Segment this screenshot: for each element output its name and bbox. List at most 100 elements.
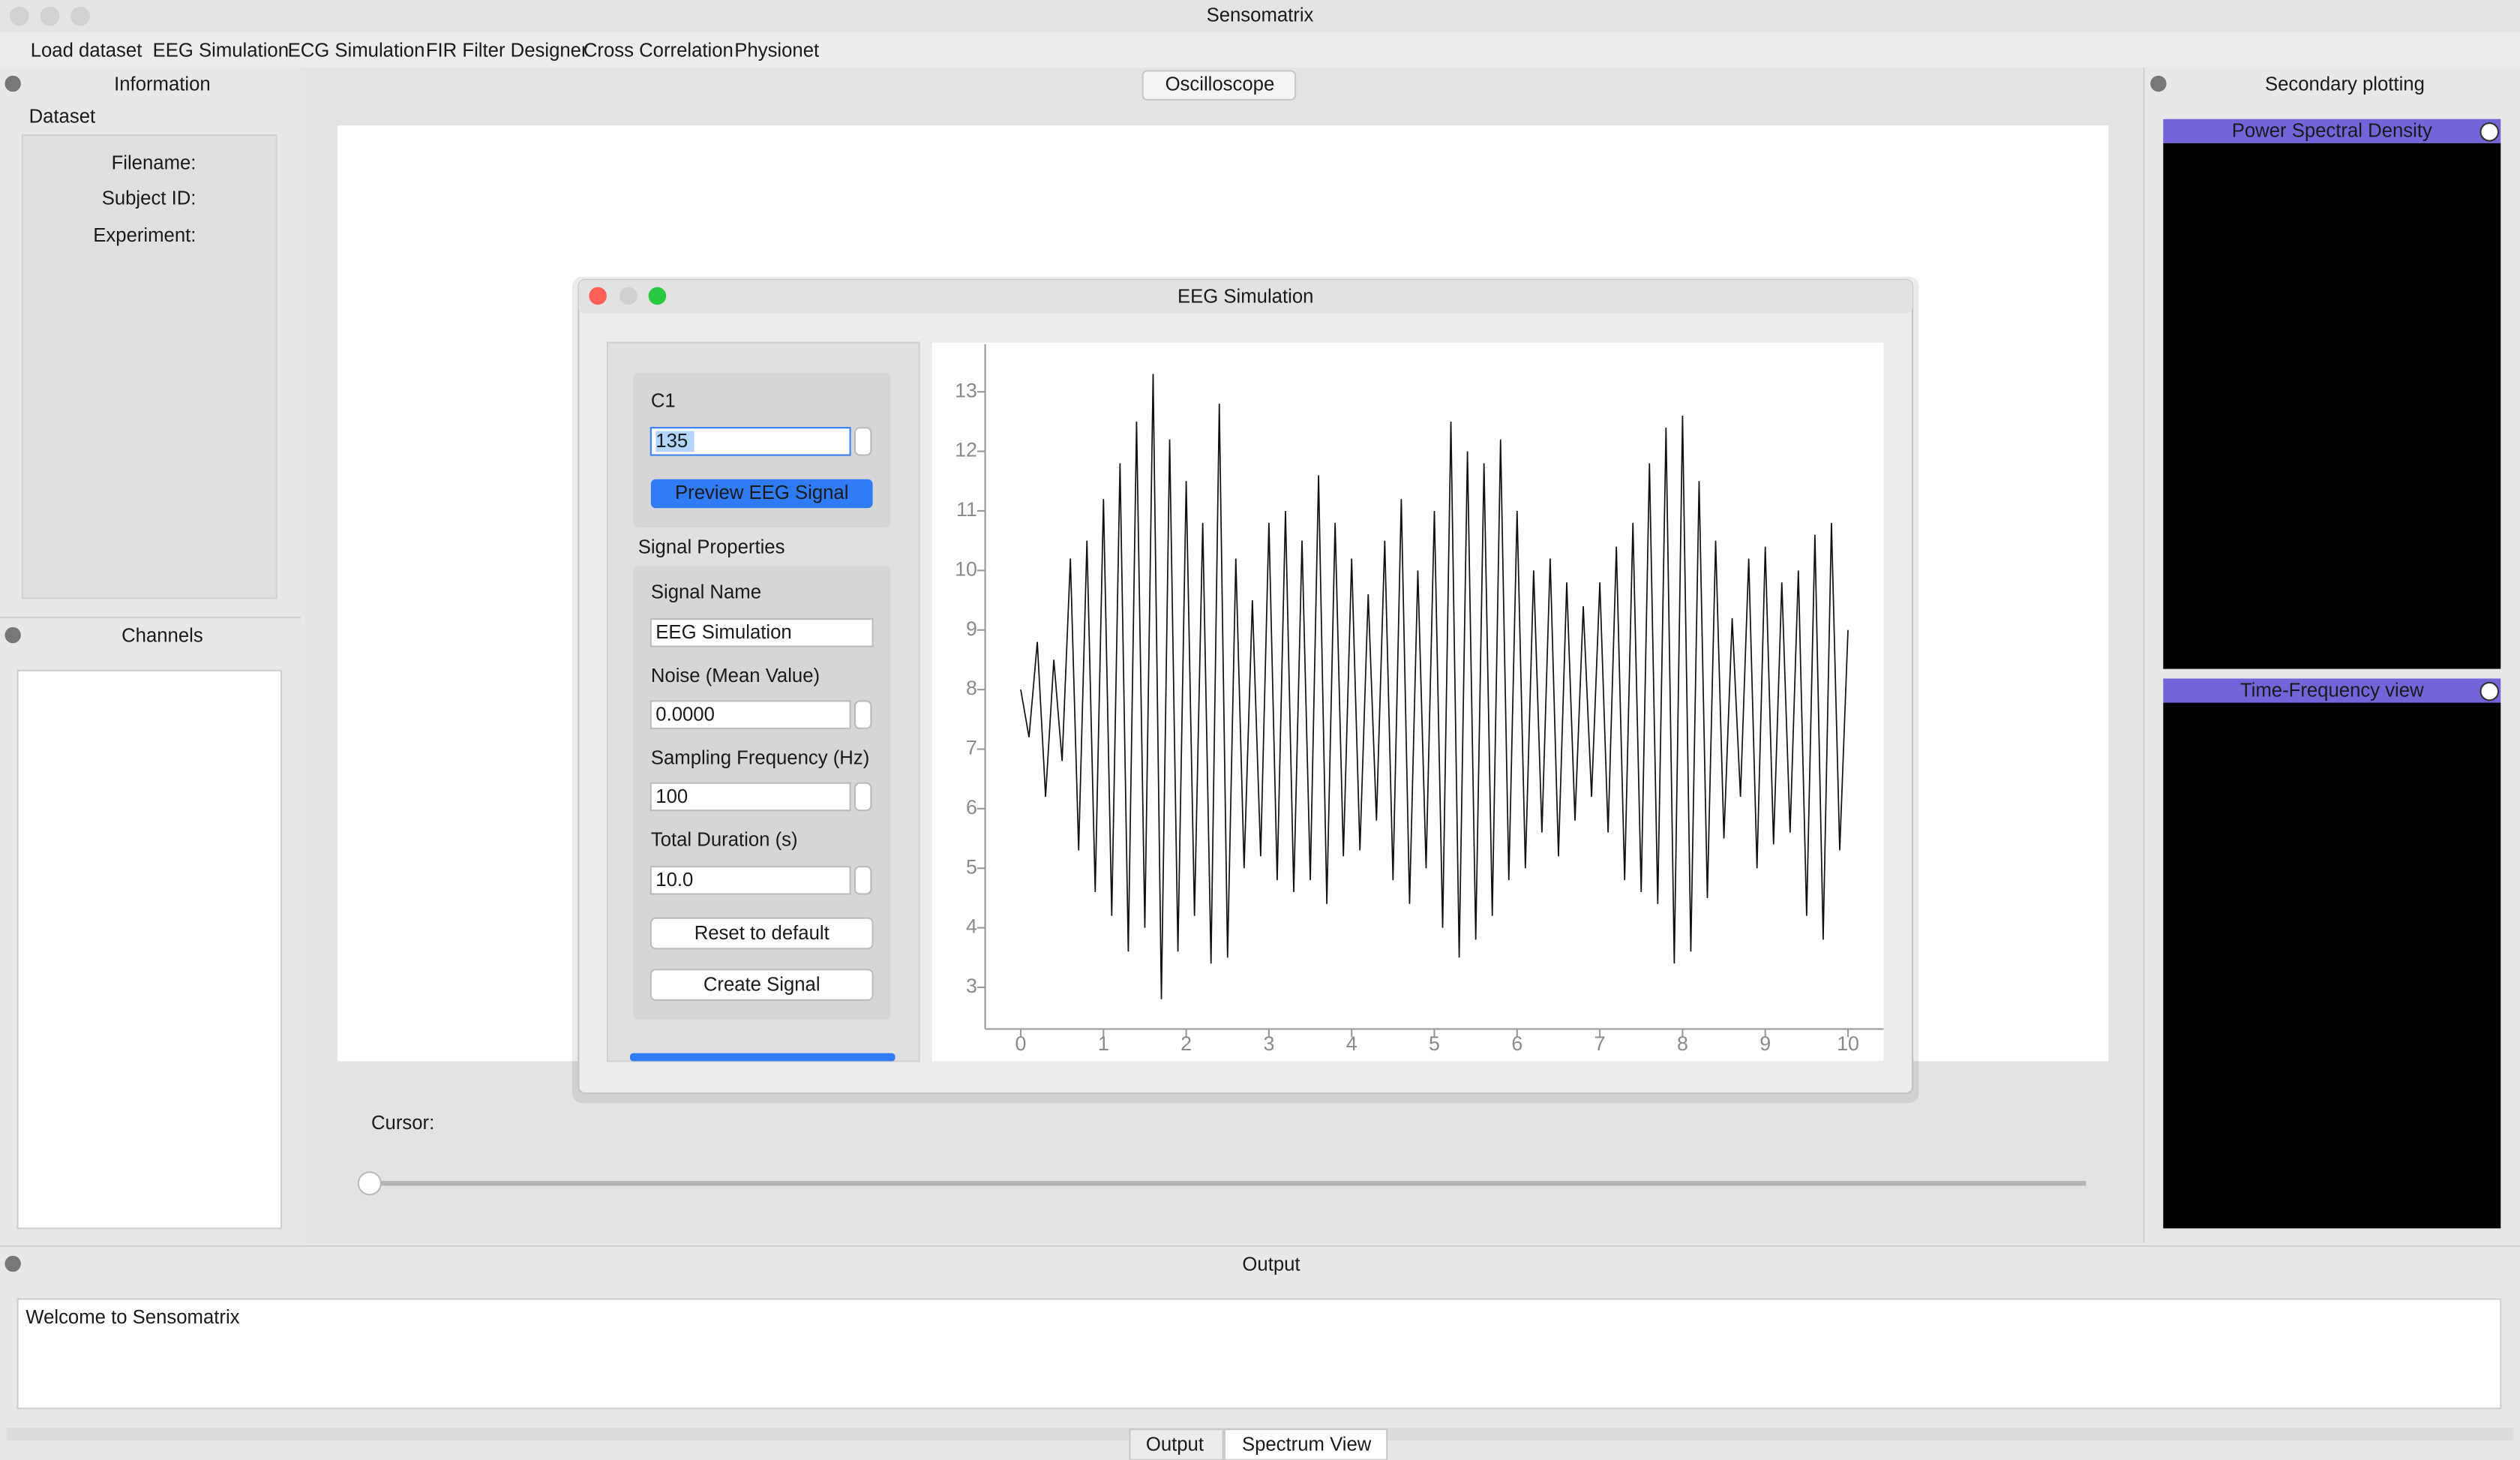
y-tick-label: 5 [966,855,977,878]
dock-icon[interactable] [4,1255,21,1272]
menu-item[interactable]: Load dataset [31,41,142,62]
x-tick-label: 1 [1098,1032,1109,1055]
minimize-button[interactable] [620,287,638,305]
x-tick-label: 0 [1016,1032,1027,1055]
field-input[interactable] [650,700,851,729]
field-label: Filename: [112,153,196,174]
x-tick-label: 2 [1180,1032,1192,1055]
panel-title: Output [1242,1254,1300,1275]
close-button[interactable] [9,6,29,26]
field-value[interactable]: EEG Simulation [656,622,791,643]
dock-icon[interactable] [4,626,21,644]
plot-title: Time-Frequency view [2240,680,2424,701]
panel-title: Channels [122,626,203,647]
field-label: Signal Name [651,582,761,603]
y-tick-label: 7 [966,737,977,759]
create-button[interactable] [650,969,874,1002]
y-tick-label: 6 [966,796,977,819]
field-value[interactable]: 100 [656,786,688,807]
preview-button[interactable] [650,479,873,509]
menu-item[interactable]: EEG Simulation [153,41,289,62]
field-value[interactable]: 10.0 [656,870,693,891]
output-text: Welcome to Sensomatrix [26,1307,239,1328]
x-tick-label: 6 [1511,1032,1522,1055]
cursor-label: Cursor: [371,1113,434,1134]
reset-button[interactable] [650,917,874,950]
x-tick-label: 8 [1677,1032,1688,1055]
panel-title: Information [114,74,211,95]
selection [656,431,694,452]
menu-bar [0,32,2520,68]
dock-icon[interactable] [4,75,21,92]
x-tick-label: 4 [1346,1032,1358,1055]
y-tick-label: 11 [956,498,977,521]
menu-item[interactable]: FIR Filter Designer [426,41,588,62]
tab[interactable] [1142,70,1297,101]
x-tick-label: 3 [1263,1032,1274,1055]
menu-item[interactable]: ECG Simulation [288,41,425,62]
section-title: Signal Properties [638,537,785,558]
dock-icon[interactable] [2150,75,2167,92]
x-tick-label: 5 [1429,1032,1440,1055]
close-button[interactable] [589,287,607,305]
plot-title-bar [2163,119,2501,143]
y-tick-label: 10 [955,557,977,580]
field-label: Sampling Frequency (Hz) [651,747,869,768]
tab-label[interactable]: Output [1146,1434,1204,1455]
tab[interactable] [1129,1428,1224,1460]
field-label: Subject ID: [102,188,196,209]
field-input[interactable] [650,782,851,812]
scrollbar [630,1053,896,1062]
y-tick-label: 9 [966,617,977,640]
y-tick-label: 13 [955,379,977,401]
spinner[interactable] [854,427,872,456]
field-label: Experiment: [93,225,196,246]
panel-title: Secondary plotting [2265,74,2425,95]
tab-label[interactable]: Oscilloscope [1166,74,1275,95]
slider-knob[interactable] [357,1171,382,1196]
close-plot[interactable] [2480,122,2500,142]
window-title: Sensomatrix [1207,5,1314,26]
dialog-title-bar [578,280,1912,314]
tab-label[interactable]: Spectrum View [1242,1434,1372,1455]
button-label[interactable]: Preview EEG Signal [675,482,848,503]
signal-line [1020,374,1849,999]
field-input[interactable] [650,866,851,895]
dataset-group [21,134,278,599]
x-tick-label: 7 [1594,1032,1606,1055]
plot-title: Power Spectral Density [2232,121,2432,142]
y-tick-label: 8 [966,677,977,699]
close-plot[interactable] [2480,681,2500,701]
menu-item[interactable]: Cross Correlation [584,41,734,62]
spinner[interactable] [854,700,872,729]
tf-plot [2163,702,2501,1229]
button-label[interactable]: Create Signal [704,975,820,996]
title-bar [0,0,2520,33]
x-tick-label: 10 [1837,1032,1859,1055]
spinner[interactable] [854,782,872,812]
channel-value[interactable]: 135 [656,431,688,452]
psd-plot [2163,143,2501,669]
y-tick-label: 12 [955,439,977,461]
zoom-button[interactable] [70,6,90,26]
tab[interactable] [1223,1428,1388,1460]
output-text-area[interactable] [16,1298,2502,1410]
spinner[interactable] [854,866,872,895]
field-input[interactable] [650,618,874,647]
minimize-button[interactable] [40,6,60,26]
button-label[interactable]: Reset to default [694,923,830,944]
y-tick-label: 3 [966,975,977,997]
y-tick-label: 4 [966,915,977,938]
channel-label: C1 [651,391,676,412]
zoom-button[interactable] [648,287,667,305]
plot-title-bar [2163,678,2501,703]
dialog-title: EEG Simulation [1178,286,1313,307]
group-title: Dataset [29,106,96,127]
channels-list[interactable] [16,669,283,1230]
menu-item[interactable]: Physionet [734,41,819,62]
field-value[interactable]: 0.0000 [656,704,715,725]
field-label: Noise (Mean Value) [651,665,820,686]
field-label: Total Duration (s) [651,830,798,851]
